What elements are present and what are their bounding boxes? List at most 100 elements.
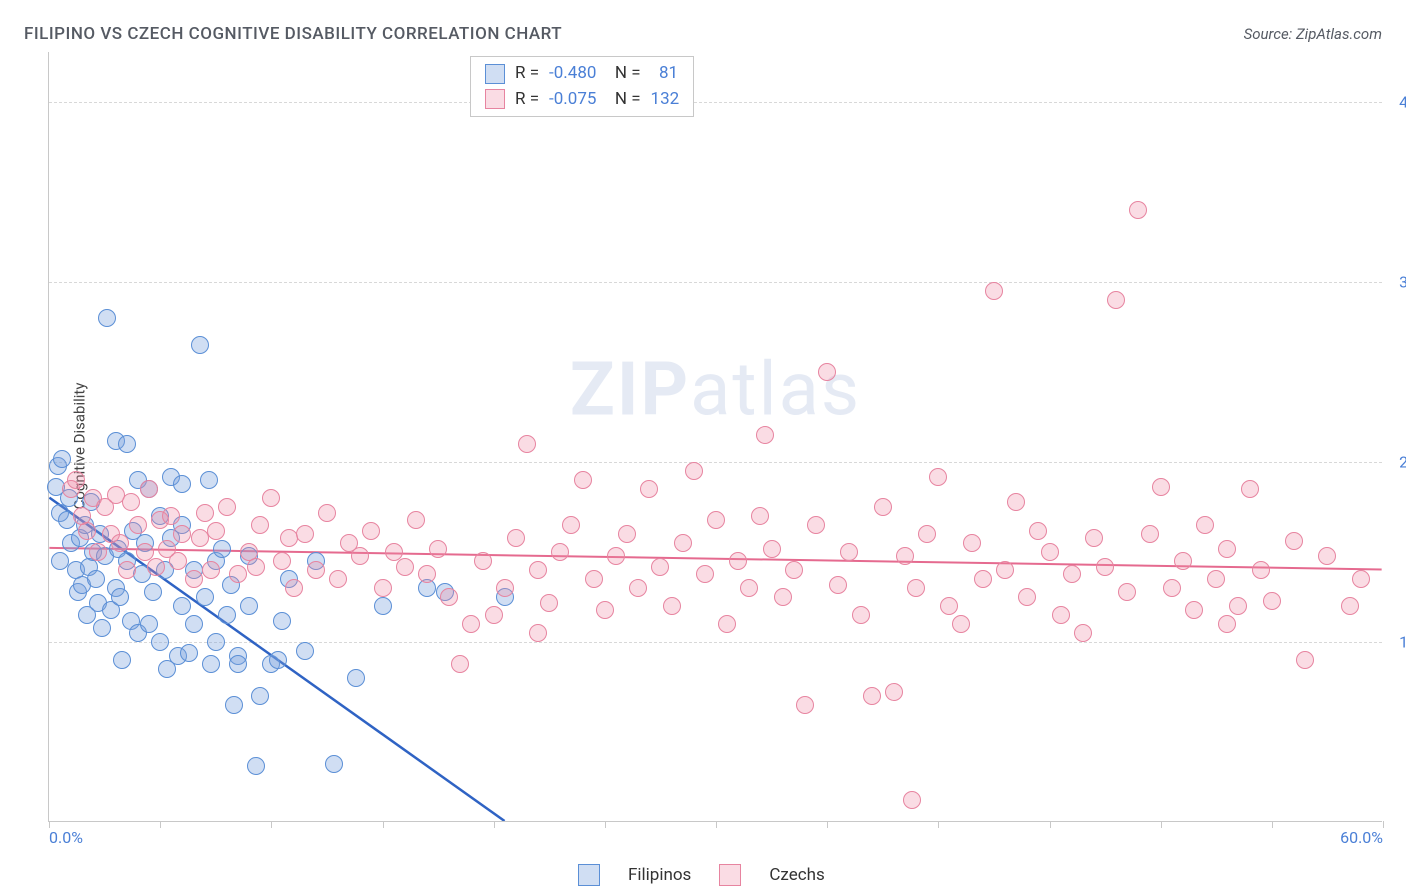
data-point bbox=[451, 655, 469, 673]
data-point bbox=[93, 619, 111, 637]
correlation-stats-legend: R = -0.480 N = 81 R = -0.075 N = 132 bbox=[470, 56, 694, 117]
data-point bbox=[1341, 597, 1359, 615]
data-point bbox=[629, 579, 647, 597]
data-point bbox=[129, 516, 147, 534]
data-point bbox=[718, 615, 736, 633]
data-point bbox=[1185, 601, 1203, 619]
data-point bbox=[585, 570, 603, 588]
data-point bbox=[118, 435, 136, 453]
r-label: R = bbox=[515, 87, 539, 113]
data-point bbox=[756, 426, 774, 444]
data-point bbox=[1229, 597, 1247, 615]
data-point bbox=[180, 644, 198, 662]
data-point bbox=[963, 534, 981, 552]
data-point bbox=[113, 651, 131, 669]
data-point bbox=[362, 522, 380, 540]
stats-row-czechs: R = -0.075 N = 132 bbox=[485, 87, 679, 113]
data-point bbox=[1118, 583, 1136, 601]
data-point bbox=[918, 525, 936, 543]
data-point bbox=[885, 683, 903, 701]
watermark-text: ZIPatlas bbox=[570, 347, 861, 434]
data-point bbox=[140, 480, 158, 498]
data-point bbox=[169, 552, 187, 570]
data-point bbox=[562, 516, 580, 534]
data-point bbox=[1085, 529, 1103, 547]
data-point bbox=[396, 558, 414, 576]
data-point bbox=[118, 561, 136, 579]
data-point bbox=[374, 597, 392, 615]
r-value-filipinos: -0.480 bbox=[549, 61, 596, 87]
data-point bbox=[418, 565, 436, 583]
x-tick bbox=[716, 821, 717, 828]
data-point bbox=[663, 597, 681, 615]
data-point bbox=[325, 755, 343, 773]
data-point bbox=[1163, 579, 1181, 597]
data-point bbox=[462, 615, 480, 633]
data-point bbox=[89, 543, 107, 561]
data-point bbox=[407, 511, 425, 529]
y-tick-label: 20.0% bbox=[1399, 453, 1406, 472]
chart-header: FILIPINO VS CZECH COGNITIVE DISABILITY C… bbox=[24, 24, 1382, 44]
data-point bbox=[273, 552, 291, 570]
data-point bbox=[329, 570, 347, 588]
data-point bbox=[67, 471, 85, 489]
data-point bbox=[1029, 522, 1047, 540]
data-point bbox=[596, 601, 614, 619]
data-point bbox=[1285, 532, 1303, 550]
x-tick bbox=[1383, 821, 1384, 828]
data-point bbox=[1207, 570, 1225, 588]
gridline-h bbox=[49, 102, 1382, 103]
data-point bbox=[347, 669, 365, 687]
data-point bbox=[529, 561, 547, 579]
data-point bbox=[196, 504, 214, 522]
data-point bbox=[485, 606, 503, 624]
series-legend: Filipinos Czechs bbox=[578, 864, 825, 886]
data-point bbox=[351, 547, 369, 565]
data-point bbox=[285, 579, 303, 597]
data-point bbox=[1241, 480, 1259, 498]
data-point bbox=[307, 561, 325, 579]
scatter-plot-area: ZIPatlas 10.0%20.0%30.0%40.0%0.0%60.0% bbox=[48, 52, 1382, 822]
data-point bbox=[785, 561, 803, 579]
source-attribution: Source: ZipAtlas.com bbox=[1244, 25, 1382, 43]
data-point bbox=[173, 475, 191, 493]
data-point bbox=[162, 507, 180, 525]
gridline-h bbox=[49, 642, 1382, 643]
data-point bbox=[1152, 478, 1170, 496]
data-point bbox=[1052, 606, 1070, 624]
data-point bbox=[574, 471, 592, 489]
x-tick bbox=[494, 821, 495, 828]
data-point bbox=[207, 633, 225, 651]
data-point bbox=[122, 493, 140, 511]
data-point bbox=[1063, 565, 1081, 583]
data-point bbox=[251, 687, 269, 705]
data-point bbox=[318, 504, 336, 522]
swatch-czechs-icon bbox=[719, 864, 741, 886]
chart-title: FILIPINO VS CZECH COGNITIVE DISABILITY C… bbox=[24, 24, 562, 44]
data-point bbox=[247, 558, 265, 576]
data-point bbox=[151, 633, 169, 651]
n-value-czechs: 132 bbox=[651, 87, 680, 113]
data-point bbox=[929, 468, 947, 486]
data-point bbox=[202, 561, 220, 579]
data-point bbox=[78, 522, 96, 540]
data-point bbox=[863, 687, 881, 705]
data-point bbox=[751, 507, 769, 525]
n-label: N = bbox=[606, 61, 640, 87]
data-point bbox=[147, 558, 165, 576]
swatch-filipinos-icon bbox=[578, 864, 600, 886]
data-point bbox=[247, 757, 265, 775]
y-tick-label: 40.0% bbox=[1399, 93, 1406, 112]
data-point bbox=[251, 516, 269, 534]
data-point bbox=[296, 642, 314, 660]
y-tick-label: 10.0% bbox=[1399, 633, 1406, 652]
data-point bbox=[1263, 592, 1281, 610]
data-point bbox=[974, 570, 992, 588]
x-tick bbox=[1272, 821, 1273, 828]
data-point bbox=[185, 570, 203, 588]
data-point bbox=[87, 570, 105, 588]
data-point bbox=[729, 552, 747, 570]
data-point bbox=[191, 336, 209, 354]
data-point bbox=[840, 543, 858, 561]
data-point bbox=[907, 579, 925, 597]
